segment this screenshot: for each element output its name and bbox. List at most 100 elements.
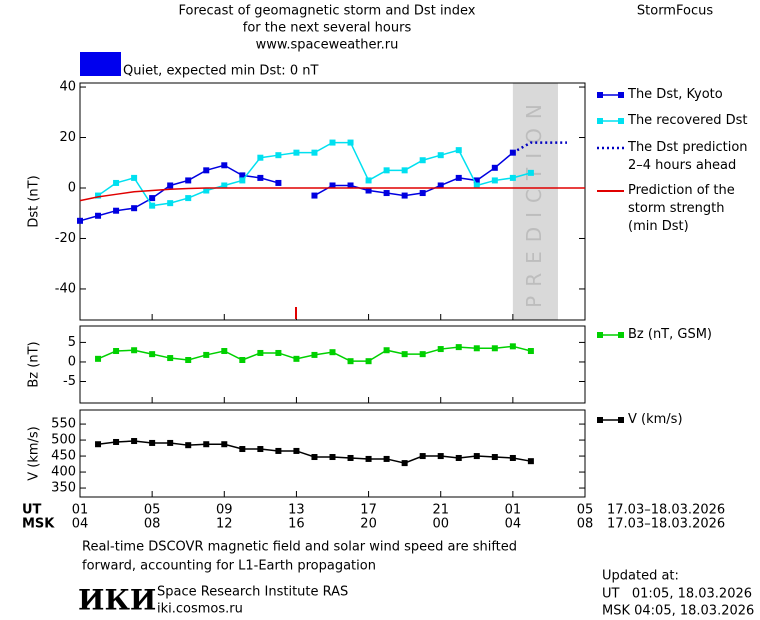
point — [473, 182, 480, 189]
point — [113, 438, 120, 445]
point — [131, 347, 138, 354]
point — [131, 174, 138, 181]
status-swatch — [80, 52, 121, 76]
point — [275, 349, 282, 356]
point — [257, 349, 264, 356]
point — [167, 182, 174, 189]
point — [185, 442, 192, 449]
point — [491, 345, 498, 352]
point — [203, 351, 210, 358]
legend-entry: V (km/s) — [628, 412, 683, 427]
point — [221, 162, 228, 169]
x-row-name: MSK — [22, 517, 55, 532]
note: forward, accounting for L1-Earth propaga… — [82, 559, 376, 574]
x-tick-label: 01 — [72, 503, 89, 518]
point — [401, 192, 408, 199]
y-tick-label: 40 — [59, 80, 76, 95]
brand: StormFocus — [637, 4, 713, 19]
x-tick-label: 08 — [144, 517, 161, 532]
x-tick-label: 05 — [577, 503, 594, 518]
y-tick-label: -40 — [55, 281, 76, 296]
x-tick-label: 08 — [577, 517, 594, 532]
y-tick-label: 0 — [68, 180, 76, 195]
point — [185, 357, 192, 364]
legend-marker — [618, 92, 624, 98]
x-tick-label: 16 — [288, 517, 305, 532]
point — [527, 458, 534, 465]
legend-marker — [597, 92, 603, 98]
point — [491, 177, 498, 184]
point — [311, 192, 318, 199]
x-tick-label: 01 — [505, 503, 522, 518]
point — [473, 177, 480, 184]
series-line — [79, 187, 585, 202]
point — [221, 348, 228, 355]
legend-entry: The recovered Dst — [628, 113, 748, 128]
point — [167, 439, 174, 446]
updated: UT 01:05, 18.03.2026 — [602, 587, 752, 602]
point — [275, 447, 282, 454]
x-tick-label: 09 — [216, 503, 233, 518]
y-tick-label: 20 — [59, 130, 76, 145]
point — [509, 174, 516, 181]
title: for the next several hours — [243, 21, 412, 36]
legend-entry: Prediction of the storm strength (min Ds… — [628, 183, 735, 234]
point — [437, 152, 444, 159]
plot-frame — [79, 409, 586, 498]
point — [239, 446, 246, 453]
point — [401, 460, 408, 467]
legend-marker — [618, 417, 624, 423]
point — [311, 149, 318, 156]
point — [113, 179, 120, 186]
point — [383, 190, 390, 197]
point — [239, 357, 246, 364]
y-axis-label: Bz (nT) — [27, 341, 42, 387]
y-axis-label: Dst (nT) — [27, 175, 42, 227]
legend-marker — [597, 118, 603, 124]
point — [527, 169, 534, 176]
legend-marker — [618, 118, 624, 124]
point — [347, 358, 354, 365]
point — [383, 347, 390, 354]
x-tick-label: 05 — [144, 503, 161, 518]
point — [167, 355, 174, 362]
y-tick-label: 350 — [51, 481, 76, 496]
site: www.spaceweather.ru — [256, 38, 399, 53]
x-tick-label: 21 — [432, 503, 449, 518]
x-row-date: 17.03–18.03.2026 — [607, 503, 725, 518]
point — [149, 195, 156, 202]
x-tick-label: 04 — [72, 517, 89, 532]
point — [293, 355, 300, 362]
x-tick-label: 17 — [360, 503, 377, 518]
point — [257, 174, 264, 181]
point — [455, 344, 462, 351]
note: Real-time DSCOVR magnetic field and sola… — [82, 540, 517, 555]
point — [113, 348, 120, 355]
point — [95, 212, 102, 219]
point — [185, 177, 192, 184]
point — [491, 454, 498, 461]
y-tick-label: 0 — [68, 354, 76, 369]
plot-frame — [79, 325, 586, 404]
point — [455, 174, 462, 181]
legend-marker — [597, 417, 603, 423]
point — [419, 453, 426, 460]
point — [491, 164, 498, 171]
point — [113, 207, 120, 214]
point — [257, 446, 264, 453]
x-tick-label: 12 — [216, 517, 233, 532]
point — [311, 454, 318, 461]
y-tick-label: 5 — [68, 335, 76, 350]
y-tick-label: 450 — [51, 449, 76, 464]
legend-entry: Bz (nT, GSM) — [628, 327, 713, 342]
point — [329, 182, 336, 189]
y-tick-label: 550 — [51, 417, 76, 432]
y-tick-label: 500 — [51, 433, 76, 448]
point — [383, 167, 390, 174]
point — [437, 182, 444, 189]
legend-entry: The Dst prediction 2–4 hours ahead — [628, 140, 748, 173]
point — [509, 343, 516, 350]
point — [239, 172, 246, 179]
